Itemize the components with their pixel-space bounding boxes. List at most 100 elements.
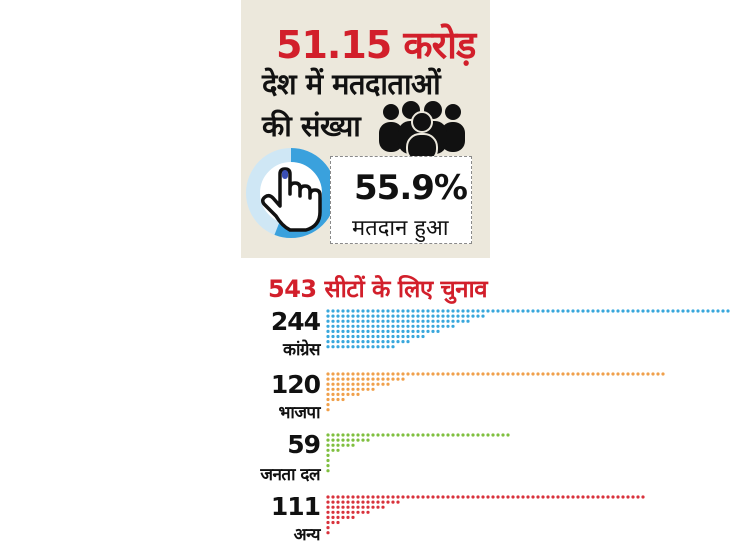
seat-mark [426, 495, 430, 499]
seat-mark [401, 334, 405, 339]
seat-mark [561, 309, 565, 313]
seat-group-janata-dal [326, 433, 510, 473]
seat-mark [361, 433, 365, 437]
seat-mark [416, 334, 420, 339]
seat-mark [326, 495, 330, 499]
seat-mark [356, 340, 360, 344]
seat-mark [471, 314, 475, 318]
seat-mark [346, 505, 350, 509]
seat-mark [496, 495, 500, 499]
seat-mark [336, 520, 340, 525]
seat-mark [346, 345, 350, 349]
seat-mark [356, 510, 360, 514]
seat-mark [361, 340, 365, 344]
seat-mark [346, 319, 350, 323]
seat-mark [461, 433, 465, 437]
seat-mark [331, 515, 335, 520]
seat-mark [586, 309, 590, 313]
seat-mark [351, 495, 355, 499]
seat-mark [431, 372, 435, 376]
seat-mark [326, 387, 330, 391]
seat-mark [376, 314, 380, 318]
seat-mark [341, 324, 345, 328]
seat-mark [331, 377, 335, 381]
seat-mark [651, 309, 655, 313]
seat-mark [336, 340, 340, 344]
seat-mark [616, 309, 620, 313]
seat-mark [351, 438, 355, 442]
seat-mark [336, 329, 340, 333]
seat-mark [371, 505, 375, 509]
seat-mark [381, 433, 385, 437]
seat-mark [326, 377, 330, 381]
seat-mark [376, 340, 380, 344]
seat-mark [381, 334, 385, 339]
seat-mark [391, 324, 395, 328]
seat-mark [351, 372, 355, 376]
seat-mark [361, 387, 365, 391]
seat-mark [566, 372, 570, 376]
seat-mark [341, 340, 345, 344]
seat-mark [331, 314, 335, 318]
seat-mark [441, 372, 445, 376]
seat-mark [366, 500, 370, 504]
seat-mark [331, 448, 335, 452]
seat-mark [501, 433, 505, 437]
seat-mark [341, 443, 345, 447]
seat-mark [461, 319, 465, 323]
seat-mark [476, 314, 480, 318]
seat-mark [511, 309, 515, 313]
seat-mark [341, 438, 345, 442]
seat-mark [411, 324, 415, 328]
seat-mark [426, 372, 430, 376]
seat-mark [386, 345, 390, 349]
seat-mark [391, 372, 395, 376]
seat-mark [581, 309, 585, 313]
seat-mark [391, 377, 395, 381]
seat-mark [366, 377, 370, 381]
seat-mark [346, 314, 350, 318]
seat-mark [351, 510, 355, 514]
value-label-bjp: 120 [270, 370, 321, 399]
seat-mark [396, 495, 400, 499]
seat-mark [621, 309, 625, 313]
seat-mark [531, 372, 535, 376]
seat-mark [386, 377, 390, 381]
seat-mark [356, 372, 360, 376]
seat-mark [411, 334, 415, 339]
seat-mark [351, 382, 355, 386]
seat-group-others [326, 495, 645, 535]
seat-mark [346, 392, 350, 396]
seat-mark [376, 334, 380, 339]
seat-mark [336, 443, 340, 447]
seat-mark [536, 372, 540, 376]
seat-mark [456, 372, 460, 376]
seat-mark [436, 309, 440, 313]
seat-mark [401, 372, 405, 376]
seat-mark [406, 433, 410, 437]
seat-mark [341, 515, 345, 520]
seat-mark [386, 372, 390, 376]
seat-mark [366, 382, 370, 386]
seat-mark [376, 377, 380, 381]
seat-mark [401, 433, 405, 437]
seat-mark [346, 324, 350, 328]
seat-mark [336, 345, 340, 349]
seat-mark [341, 500, 345, 504]
turnout-box [330, 156, 472, 244]
seat-mark [566, 309, 570, 313]
seat-mark [396, 372, 400, 376]
seat-mark [356, 329, 360, 333]
seat-mark [561, 372, 565, 376]
seat-mark [351, 324, 355, 328]
seat-mark [401, 309, 405, 313]
seat-mark [371, 372, 375, 376]
seat-mark [421, 372, 425, 376]
seat-mark [721, 309, 725, 313]
seat-group-bjp [326, 372, 665, 412]
seat-mark [436, 314, 440, 318]
voter-caption-line1: देश में मतदाताओं [262, 67, 441, 101]
seat-mark [391, 495, 395, 499]
seat-mark [451, 324, 455, 328]
seat-mark [346, 500, 350, 504]
